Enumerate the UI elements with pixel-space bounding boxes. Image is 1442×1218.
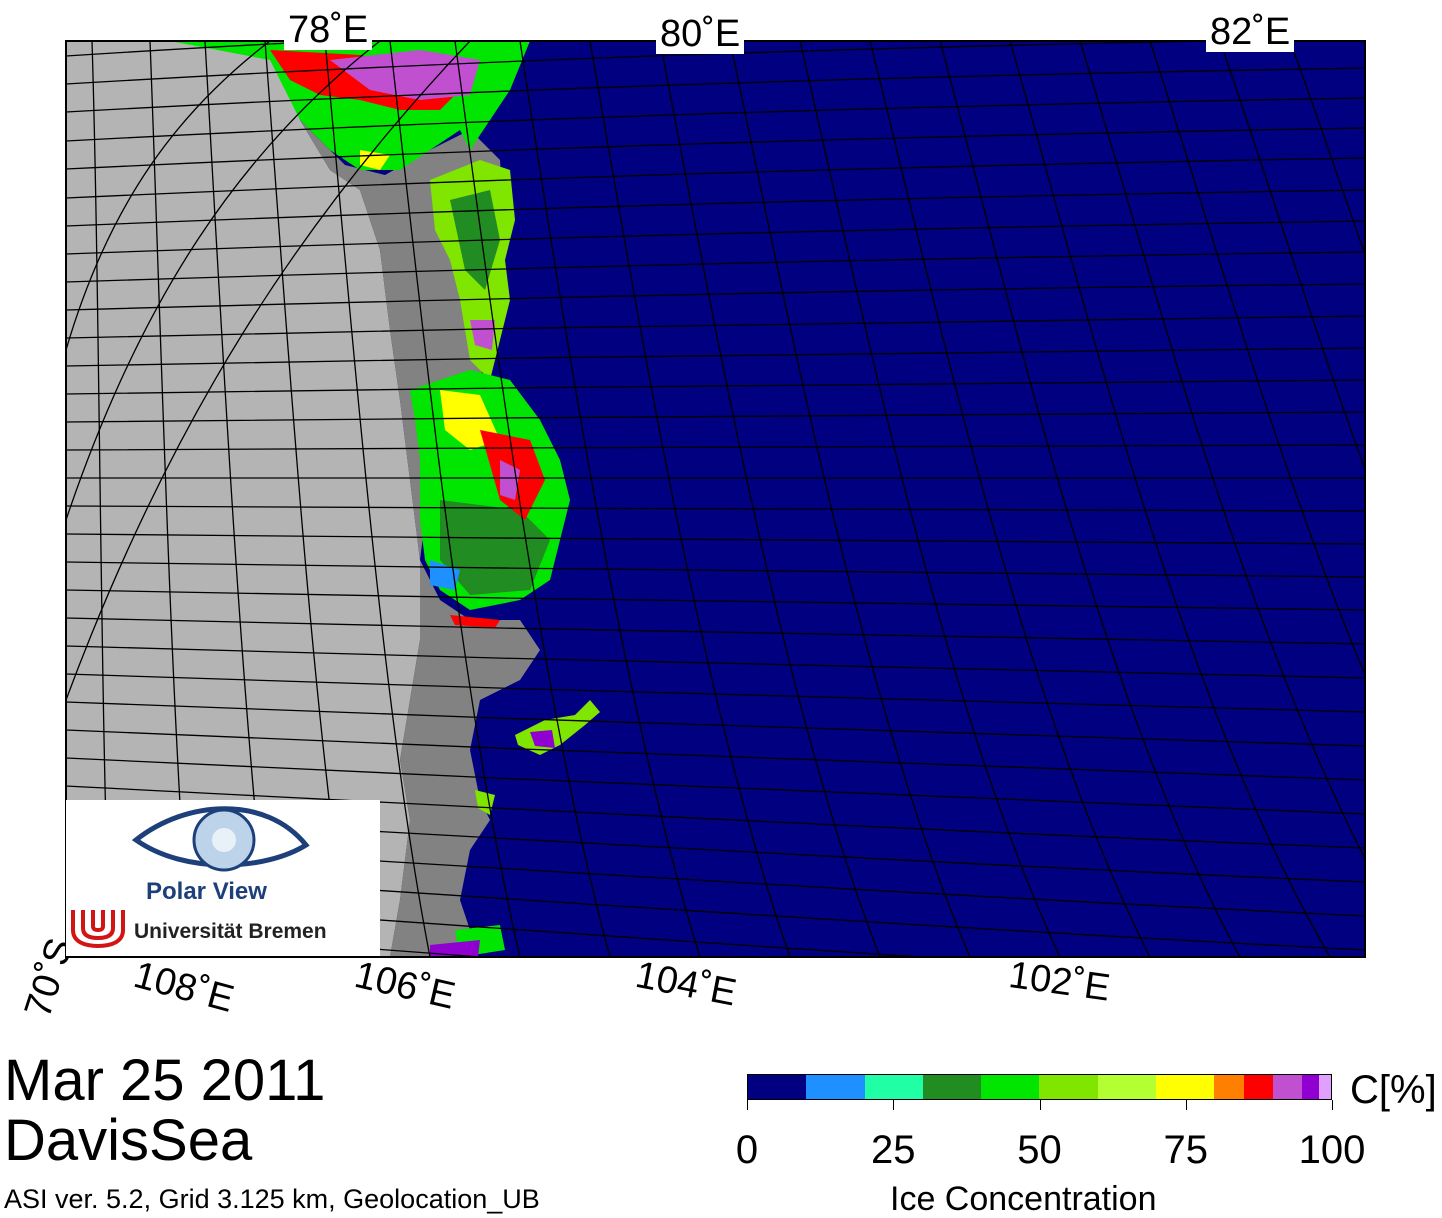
colorbar-tick bbox=[1185, 1100, 1187, 1110]
colorbar-segment bbox=[748, 1075, 807, 1099]
lon-label-80e: 80˚E bbox=[656, 14, 745, 54]
colorbar-segment bbox=[1301, 1075, 1320, 1099]
colorbar-tick bbox=[1039, 1100, 1041, 1110]
colorbar-segment bbox=[922, 1075, 982, 1099]
colorbar-segment bbox=[1097, 1075, 1157, 1099]
map-region: DavisSea bbox=[4, 1108, 253, 1173]
colorbar-segment bbox=[981, 1075, 1040, 1099]
colorbar-segment bbox=[806, 1075, 865, 1099]
logo-university-bremen: Universität Bremen bbox=[134, 920, 327, 943]
university-crest-icon bbox=[71, 910, 125, 948]
colorbar bbox=[747, 1074, 1332, 1100]
colorbar-tick-label: 50 bbox=[1017, 1128, 1062, 1172]
map-date: Mar 25 2011 bbox=[4, 1048, 326, 1113]
colorbar-segment bbox=[1319, 1075, 1331, 1099]
lon-label-82e: 82˚E bbox=[1206, 12, 1295, 52]
land-ice bbox=[66, 41, 420, 957]
lon-label-78e: 78˚E bbox=[284, 10, 373, 50]
colorbar-title: Ice Concentration bbox=[890, 1180, 1157, 1218]
colorbar-segment bbox=[1039, 1075, 1098, 1099]
colorbar-unit: C[%] bbox=[1350, 1068, 1437, 1112]
colorbar-segment bbox=[864, 1075, 923, 1099]
colorbar-tick bbox=[747, 1100, 748, 1110]
map-metadata: ASI ver. 5.2, Grid 3.125 km, Geolocation… bbox=[4, 1184, 540, 1214]
polar-view-logo: Polar View Universität Bremen bbox=[66, 800, 380, 956]
colorbar-tick-label: 100 bbox=[1298, 1128, 1366, 1172]
eye-logo-icon bbox=[131, 806, 310, 872]
colorbar-tick bbox=[1332, 1100, 1333, 1110]
colorbar-segment bbox=[1214, 1075, 1244, 1099]
colorbar-tick bbox=[893, 1100, 895, 1110]
colorbar-tick-label: 25 bbox=[871, 1128, 916, 1172]
logo-polar-view: Polar View bbox=[146, 878, 267, 905]
colorbar-tick-label: 75 bbox=[1163, 1128, 1209, 1172]
colorbar-segment bbox=[1243, 1075, 1273, 1099]
colorbar-segment bbox=[1156, 1075, 1215, 1099]
colorbar-tick-label: 0 bbox=[735, 1128, 759, 1172]
colorbar-segment bbox=[1272, 1075, 1302, 1099]
